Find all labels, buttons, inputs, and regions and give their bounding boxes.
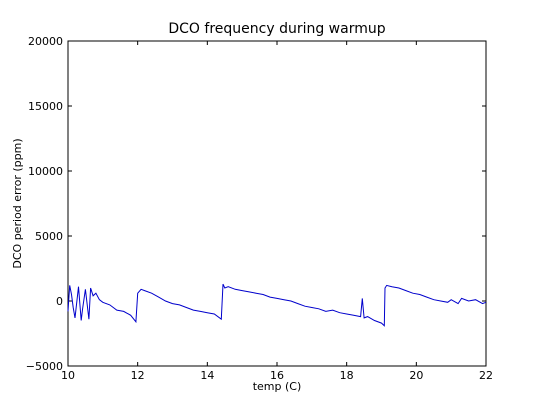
x-tick-label: 10 [61,369,75,382]
x-tick-label: 22 [479,369,493,382]
chart-title: DCO frequency during warmup [168,21,385,37]
ticks-group: 10 12 14 16 18 20 22 20000 15000 10000 5000 0 −5000 [26,35,493,382]
y-axis-label: DCO period error (ppm) [11,138,24,268]
x-tick-label: 18 [340,369,354,382]
plot-frame [67,40,487,367]
x-tick-label: 20 [409,369,423,382]
x-tick-label: 12 [131,369,145,382]
y-tick-label: 20000 [28,35,63,48]
y-tick-label: 10000 [28,165,63,178]
x-tick-label: 14 [200,369,214,382]
x-axis-label: temp (C) [253,380,302,393]
y-tick-label: 0 [56,295,63,308]
series-line [67,283,487,327]
y-tick-label: 5000 [35,230,63,243]
y-tick-label: 15000 [28,100,63,113]
series-group [67,283,487,327]
y-tick-label: −5000 [26,360,63,373]
x-tick-label: 16 [270,369,284,382]
